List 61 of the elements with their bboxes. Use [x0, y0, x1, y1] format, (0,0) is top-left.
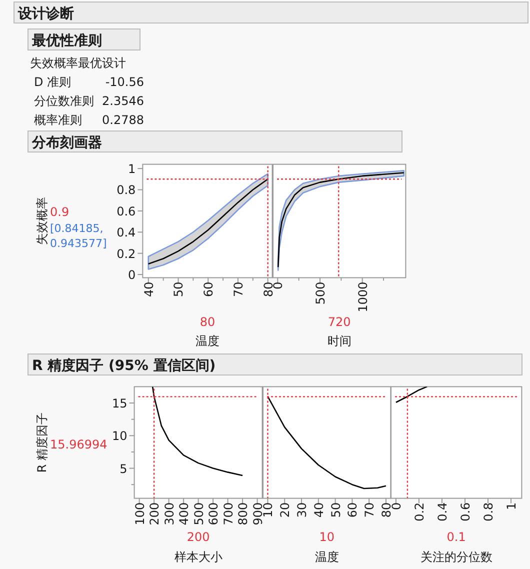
- x-axis-title: 温度: [314, 550, 339, 564]
- x-tick-label: 0.8: [481, 502, 496, 522]
- x-tick-label: 700: [221, 502, 236, 526]
- x-tick-label: 30: [295, 502, 310, 518]
- text: D 准则: [34, 75, 72, 89]
- y-tick-label: 0.4: [116, 226, 136, 240]
- x-axis-title: 时间: [327, 334, 352, 348]
- x-axis-title: 温度: [196, 334, 220, 348]
- text: 分位数准则: [34, 94, 94, 108]
- x-tick-label: 400: [177, 502, 192, 526]
- ref-line-label: 10: [319, 530, 334, 544]
- x-axis-title: 样本大小: [174, 550, 222, 564]
- text: [0.84185, 0.943577]: [50, 222, 107, 250]
- ref-line-label: 0.1: [446, 530, 466, 544]
- x-tick-label: 800: [236, 502, 250, 526]
- x-tick-label: 60: [202, 282, 216, 297]
- text: 0.2788: [102, 113, 144, 127]
- text: 失效概率最优设计: [30, 56, 126, 70]
- x-tick-label: 40: [312, 502, 326, 518]
- x-tick-label: 0.6: [458, 502, 472, 522]
- x-tick-label: 300: [162, 502, 176, 526]
- x-tick-label: 200: [148, 502, 162, 526]
- ref-line-label: 720: [328, 315, 351, 329]
- text: 最优性准则: [31, 33, 102, 49]
- chart-title: R 精度因子 (95% 置信区间): [32, 357, 216, 374]
- text: -10.56: [105, 75, 144, 89]
- x-axis-title: 关注的分位数: [420, 550, 492, 564]
- x-tick-label: 50: [172, 282, 186, 297]
- y-tick-label: 0.2: [116, 246, 136, 261]
- y-tick-label: 5: [120, 462, 128, 476]
- ref-line-label: 0.9: [50, 205, 70, 219]
- y-axis-title: 失效概率: [35, 197, 49, 245]
- text: 概率准则: [34, 113, 82, 127]
- x-tick-label: 20: [278, 502, 292, 518]
- x-tick-label: 10: [261, 502, 276, 518]
- text: 2.3546: [102, 94, 144, 108]
- x-tick-label: 500: [314, 282, 328, 305]
- x-tick-label: 40: [142, 282, 156, 297]
- x-tick-label: 60: [346, 502, 360, 518]
- x-tick-label: 100: [132, 502, 147, 526]
- ref-line-label: 200: [186, 530, 210, 544]
- x-tick-label: 0.4: [435, 502, 450, 522]
- x-tick-label: 70: [231, 282, 246, 297]
- ref-line-label: 15.96994: [50, 438, 108, 452]
- y-tick-label: 0: [128, 268, 136, 282]
- y-tick-label: 0.6: [116, 204, 136, 218]
- ref-line-label: 80: [200, 315, 216, 329]
- x-tick-label: 50: [328, 502, 343, 518]
- x-tick-label: 70: [362, 502, 377, 518]
- y-tick-label: 15: [112, 396, 128, 411]
- text: 设计诊断: [17, 6, 74, 22]
- chart-title: 分布刻画器: [31, 134, 102, 151]
- y-tick-label: 0.8: [116, 183, 136, 198]
- y-tick-label: 10: [112, 429, 128, 444]
- x-tick-label: 0.2: [412, 502, 426, 522]
- x-tick-label: 500: [192, 502, 206, 526]
- x-tick-label: 1000: [356, 282, 370, 312]
- y-tick-label: 1: [128, 162, 136, 176]
- x-tick-label: 600: [206, 502, 221, 526]
- y-axis-title: R 精度因子: [35, 412, 49, 473]
- x-tick-label: 1: [504, 502, 518, 510]
